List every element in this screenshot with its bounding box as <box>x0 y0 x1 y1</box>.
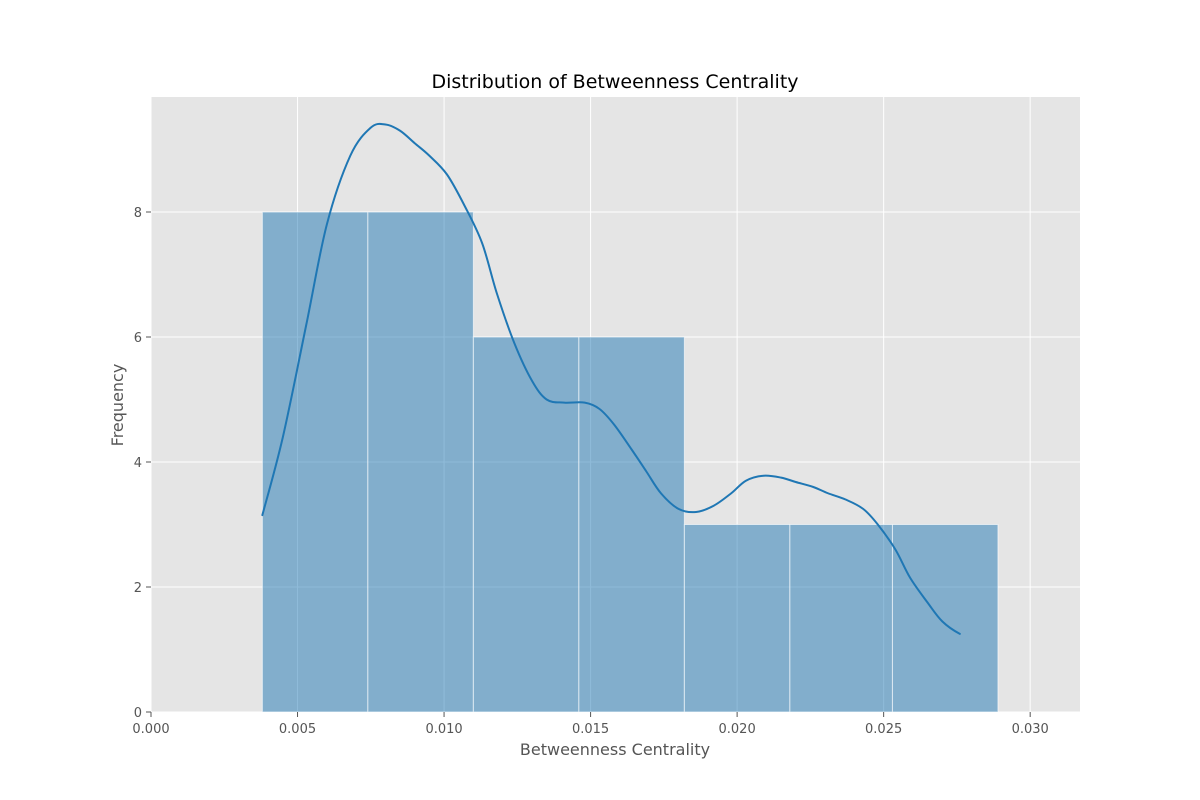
chart-title: Distribution of Betweenness Centrality <box>431 71 798 93</box>
y-tick-label-1: 2 <box>134 581 142 596</box>
histogram-bar-4 <box>683 524 791 713</box>
histogram-bar-1 <box>367 211 474 713</box>
y-axis-label: Frequency <box>108 364 127 447</box>
histogram-bar-0 <box>261 211 369 713</box>
histogram-bar-6 <box>891 524 999 713</box>
y-tick-label-2: 4 <box>134 456 142 471</box>
histogram-bars <box>261 211 999 713</box>
x-tick-label-6: 0.030 <box>1012 722 1049 737</box>
y-tick-label-3: 6 <box>134 331 142 346</box>
x-tick-label-1: 0.005 <box>279 722 316 737</box>
x-tick-label-2: 0.010 <box>425 722 462 737</box>
kde-curve-group <box>261 122 961 635</box>
histogram-bar-2 <box>472 336 580 713</box>
x-axis-label: Betweenness Centrality <box>520 740 710 759</box>
histogram-bar-5 <box>789 524 893 713</box>
x-tick-label-3: 0.015 <box>572 722 609 737</box>
y-tick-label-4: 8 <box>134 206 142 221</box>
y-axis-ticks: 0 2 4 6 8 <box>134 206 151 721</box>
x-tick-label-5: 0.025 <box>865 722 902 737</box>
y-tick-label-0: 0 <box>134 706 142 721</box>
x-tick-label-0: 0.000 <box>132 722 169 737</box>
x-axis-ticks: 0.000 0.005 0.010 0.015 0.020 0.025 0.030 <box>132 712 1049 737</box>
kde-curve <box>261 122 961 635</box>
x-tick-label-4: 0.020 <box>719 722 756 737</box>
histogram-bar-3 <box>578 336 685 713</box>
